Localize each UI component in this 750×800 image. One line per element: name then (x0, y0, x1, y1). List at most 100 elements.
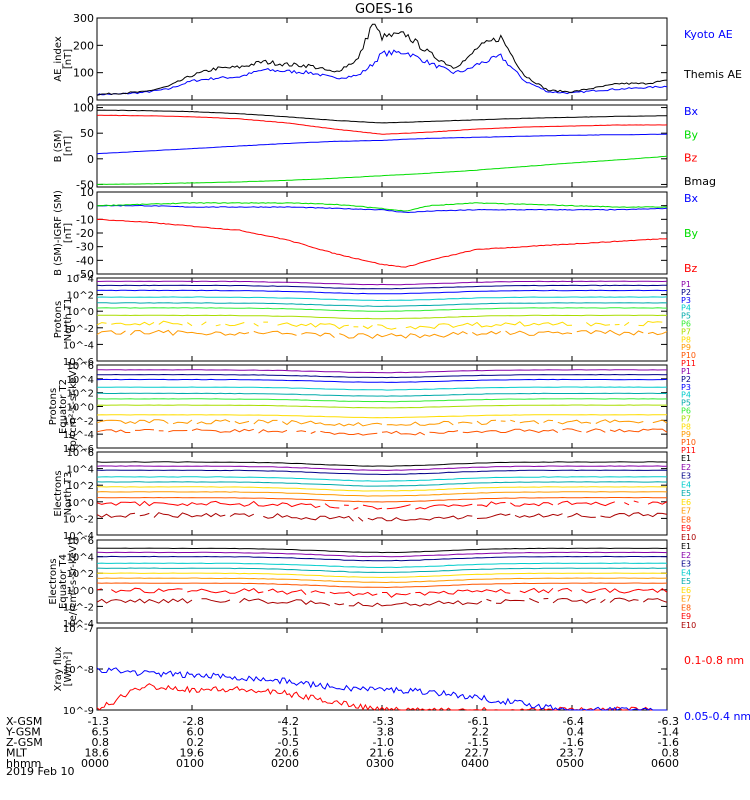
flux-channel-line (96, 597, 668, 607)
flux-channel-line (96, 404, 667, 409)
legend-entry: P7 (681, 414, 691, 423)
y-tick-label: 10^-2 (63, 514, 94, 525)
legend-entry: P3 (681, 383, 691, 392)
legend-entry: E2 (681, 463, 691, 472)
orbit-value: 6.5 (92, 726, 110, 739)
legend-entry: P8 (681, 422, 691, 431)
legend-entry: By (684, 227, 699, 240)
date-label: 2019 Feb 10 (6, 765, 74, 778)
legend-entry: E10 (681, 533, 696, 542)
flux-channel-line (96, 307, 668, 312)
orbit-row-label: Y-GSM (5, 726, 41, 739)
legend-entry: P8 (681, 335, 691, 344)
series-line (96, 155, 668, 185)
y-tick-label: 10^-8 (63, 665, 94, 676)
y-tick-label: 10^6 (67, 448, 94, 459)
orbit-value: 2.2 (472, 726, 490, 739)
legend-entry: P10 (681, 438, 696, 447)
y-tick-label: 300 (73, 12, 94, 25)
legend-entry: P4 (681, 391, 691, 400)
flux-channel-line (96, 284, 667, 290)
flux-channel-line (96, 500, 668, 510)
y-axis-label: Protons (53, 301, 64, 338)
y-tick-label: 10^4 (67, 375, 94, 386)
orbit-value: -1.4 (658, 726, 679, 739)
y-tick-label: 10^2 (67, 389, 94, 400)
flux-channel-line (96, 587, 668, 598)
legend-entry: E9 (681, 612, 691, 621)
y-tick-label: 10^-2 (63, 416, 94, 427)
y-tick-label: 200 (73, 39, 94, 52)
legend-entry: P5 (681, 312, 691, 321)
legend: Bx By Bz Bmag (684, 105, 716, 188)
legend-entry: P9 (681, 343, 691, 352)
orbit-row-label: X-GSM (6, 715, 42, 728)
y-tick-label: -40 (76, 254, 94, 267)
legend-entry: P11 (681, 359, 696, 368)
panel-frame (96, 627, 668, 711)
orbit-value: 0000 (81, 757, 109, 770)
orbit-value: -1.6 (658, 736, 679, 749)
orbit-value: -1.5 (468, 736, 489, 749)
orbit-value: -1.3 (88, 715, 109, 728)
y-tick-label: 10^-7 (63, 624, 94, 635)
orbit-value: -6.4 (563, 715, 584, 728)
series-line (97, 204, 668, 214)
orbit-row-label: hhmm (6, 757, 41, 770)
legend-entry: P2 (681, 288, 691, 297)
orbit-table: X-GSM -1.3 -2.8 -4.2 -5.3 -6.1 -6.4 -6.3 Y-GSM 6.… (5, 715, 679, 770)
orbit-value: -1.0 (373, 736, 394, 749)
series-line (96, 23, 668, 96)
y-tick-label: 10^-6 (63, 444, 94, 455)
flux-channel-line (96, 428, 668, 436)
flux-channel-line (96, 562, 668, 569)
y-tick-label: -50 (76, 178, 94, 191)
legend-entry: Bx (684, 105, 699, 118)
flux-channel-line (96, 392, 668, 397)
orbit-value: 19.6 (180, 747, 205, 760)
flux-channel-line (97, 369, 667, 374)
flux-channel-line (96, 567, 668, 573)
legend-entry: E3 (681, 560, 691, 569)
legend-entry: E3 (681, 472, 691, 481)
legend-entry: E6 (681, 498, 691, 507)
y-axis-label: [W/m²] (63, 651, 74, 686)
y-axis-label: [nT] (63, 49, 74, 69)
y-tick-label: 10^0 (67, 307, 94, 318)
legend-entry: P9 (681, 430, 691, 439)
y-tick-label: 10^2 (67, 481, 94, 492)
panel-1: 0 100 200 300 AE_index [nT] Kyoto AE Themis AE (53, 12, 742, 107)
y-tick-label: 10^0 (67, 498, 94, 509)
legend-entry: E2 (681, 551, 691, 560)
y-tick-label: 10^0 (67, 403, 94, 414)
legend-entry: P6 (681, 407, 691, 416)
orbit-value: -0.5 (278, 736, 299, 749)
legend-entry: E7 (681, 507, 691, 516)
legend-entry: P4 (681, 304, 691, 313)
flux-channel-line (96, 547, 668, 554)
flux-channel-line (96, 461, 668, 467)
y-tick-label: 100 (73, 102, 94, 115)
y-tick-label: 10^4 (67, 465, 94, 476)
flux-channel-line (96, 465, 667, 471)
y-axis-label: Equator T4 (58, 554, 69, 609)
y-tick-label: 10^0 (67, 586, 94, 597)
panel-4: 10^4 10^2 10^0 10^-2 10^-4 10^-6 Protons North … (53, 274, 696, 368)
orbit-value: -4.2 (278, 715, 299, 728)
flux-channel-line (96, 289, 668, 295)
y-tick-label: 10^4 (67, 274, 94, 285)
orbit-value: -6.1 (468, 715, 489, 728)
legend-entry: E5 (681, 577, 691, 586)
y-axis-label: B (SM)-IGRF (SM) (53, 190, 64, 276)
orbit-value: -1.6 (563, 736, 584, 749)
flux-channel-line (97, 386, 668, 391)
orbit-value: 21.6 (370, 747, 395, 760)
legend-entry: Bx (684, 192, 699, 205)
y-tick-label: 10^4 (67, 553, 94, 564)
legend-entry: E8 (681, 515, 691, 524)
legend: 0.1-0.8 nm 0.05-0.4 nm (684, 654, 750, 723)
flux-channel-line (96, 280, 668, 286)
y-tick-label: 100 (73, 67, 94, 80)
